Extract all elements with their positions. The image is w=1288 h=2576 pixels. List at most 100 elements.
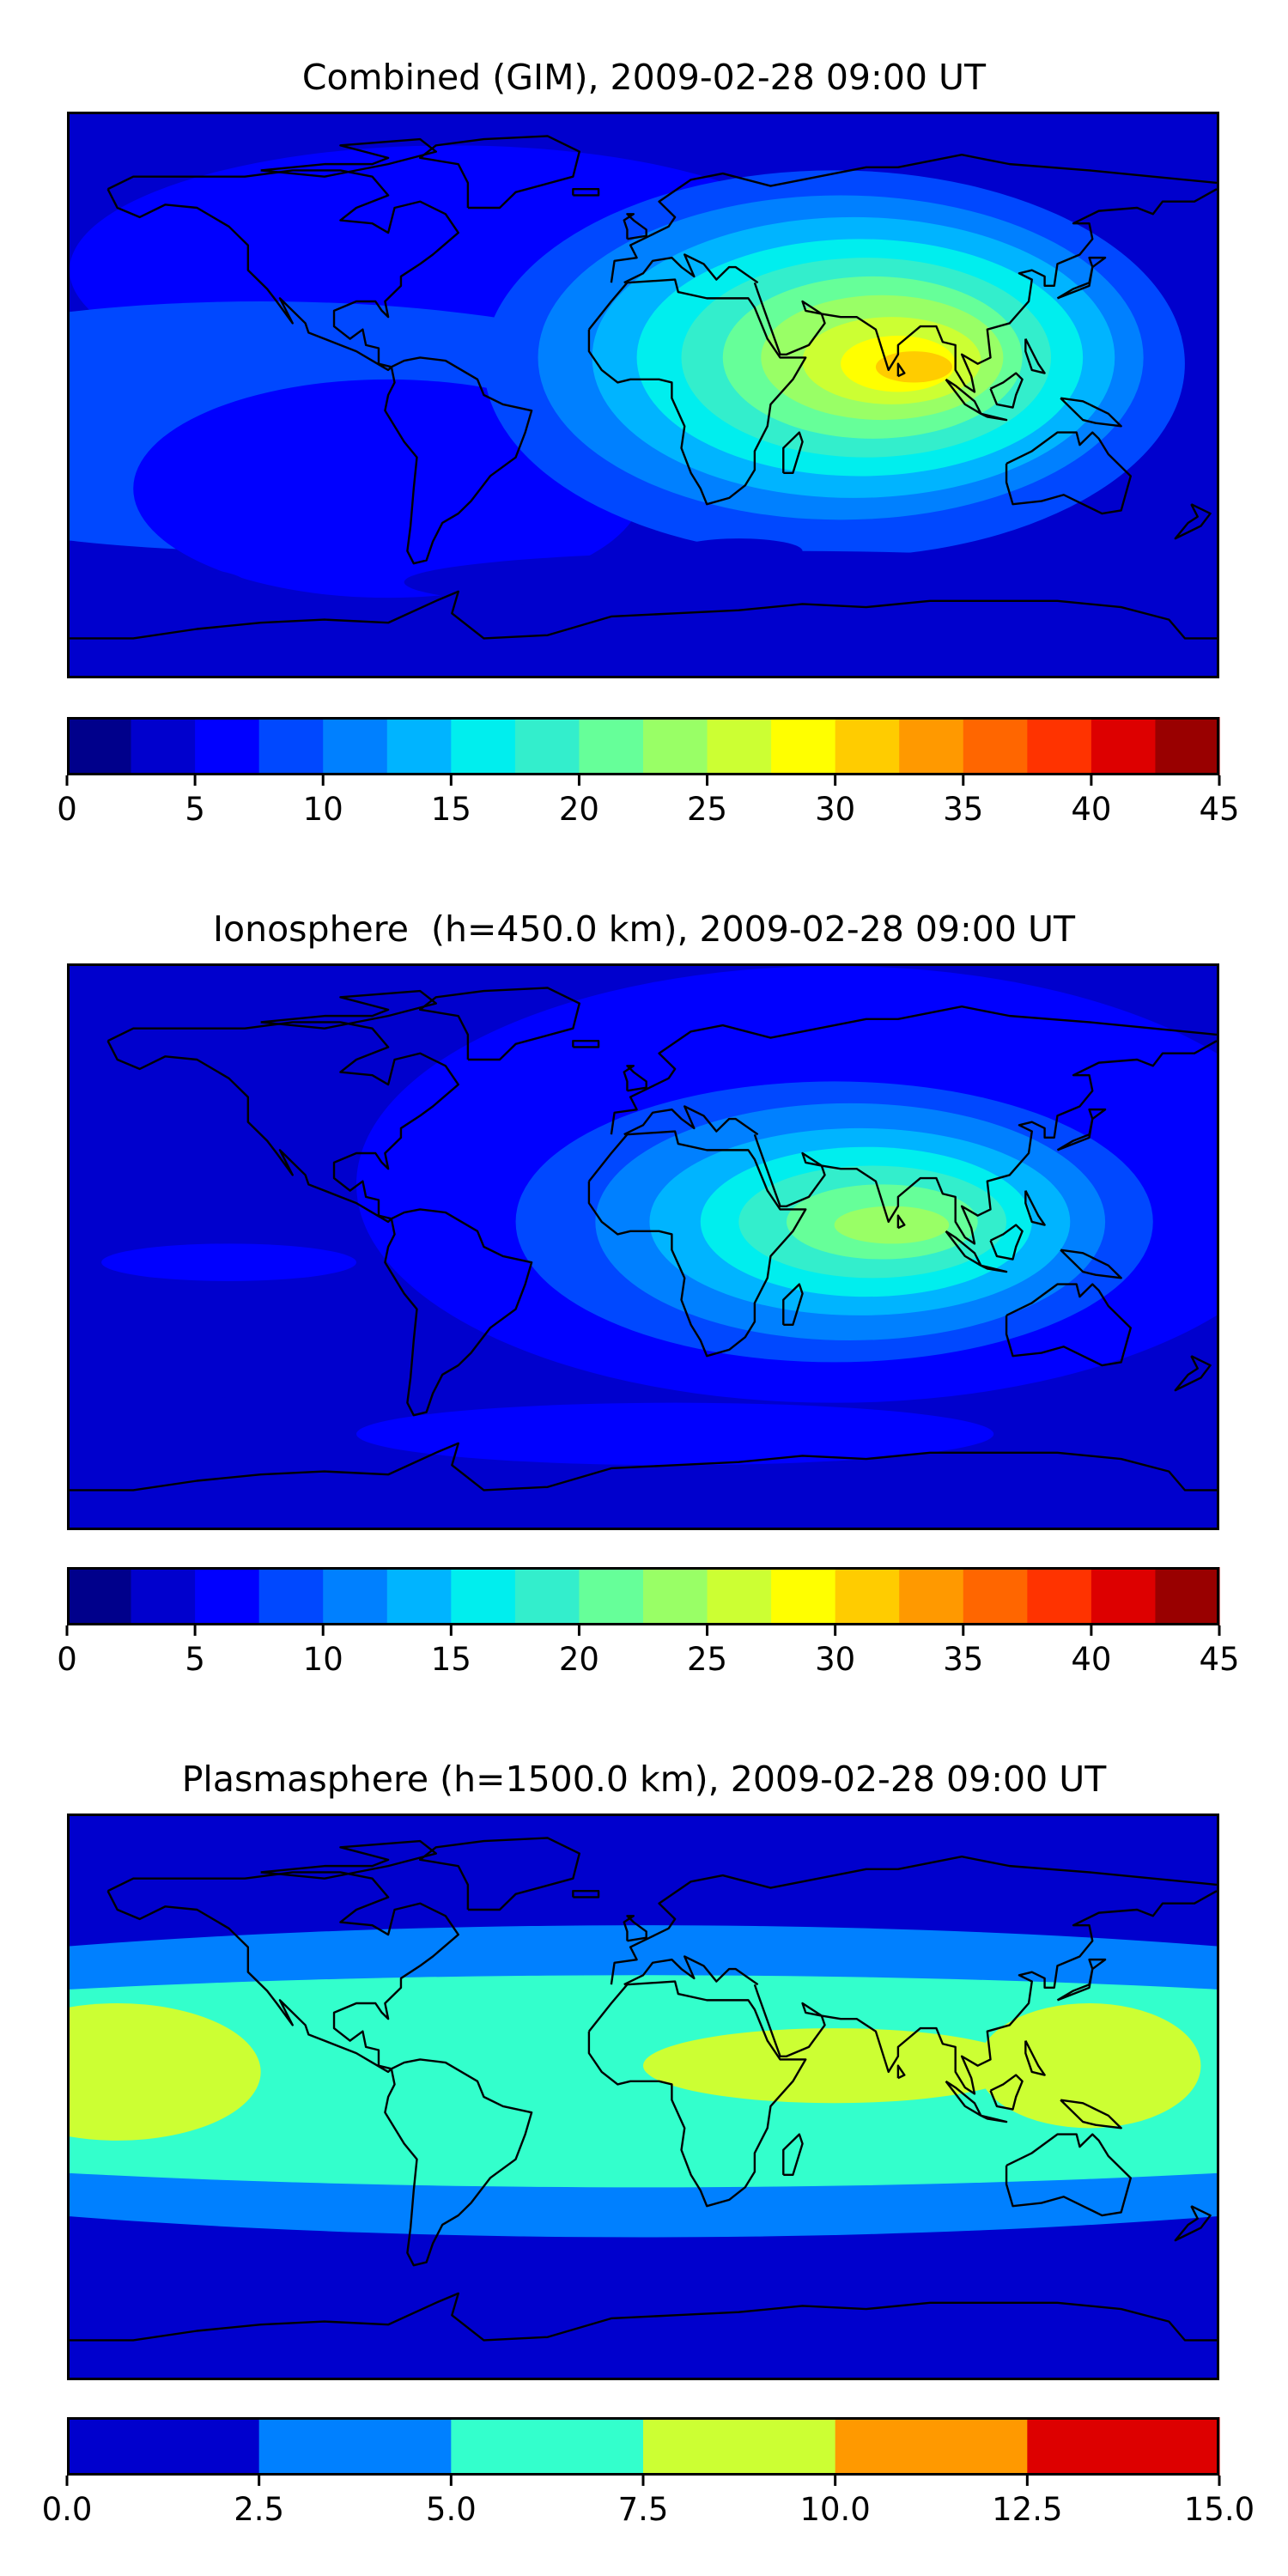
colorbar-segment [451,2417,644,2476]
colorbar-segment [963,717,1028,775]
coastline-new-zealand [1176,504,1211,538]
coastline-new-zealand [1176,1356,1211,1390]
colorbar-tick-label: 45 [1199,1641,1239,1678]
colorbar-tick-label: 0.0 [42,2491,93,2528]
colorbar-tick-label: 25 [687,1641,727,1678]
coastline-arctic-islands [261,139,436,177]
colorbar-tick-label: 35 [943,791,983,828]
colorbar-tick-label: 15 [431,791,471,828]
colorbar-segment [1091,717,1157,775]
colorbar-tick-label: 5 [185,791,205,828]
colorbar-segment [1027,717,1092,775]
coastline-greenland [420,987,580,1060]
coastline-europe-asia [611,155,1217,283]
panel-3-map [67,1814,1219,2380]
colorbar-segment [195,1567,260,1625]
panel-1-colorbar: 0 5 10 15 20 25 30 35 40 45 [57,717,1240,828]
colorbar-tick-label: 12.5 [992,2491,1062,2528]
coastline-sri-lanka [898,1216,904,1229]
coastline-java [981,414,1006,420]
coastline-new-guinea [1060,2100,1121,2129]
colorbar-segment [323,717,388,775]
coastline-sumatra [946,380,981,414]
coastline-south-america [385,357,532,563]
coastline-sumatra [946,2081,981,2116]
coastline-australia [1006,1285,1131,1365]
coastline-japan [1057,1959,1105,2000]
coastline-arctic-islands [261,1841,436,1879]
coastline-java [981,1266,1006,1272]
coastline-borneo [991,374,1023,408]
panel-2-map [67,963,1219,1530]
colorbar-segment [707,1567,772,1625]
colorbar-tick-label: 15 [431,1641,471,1678]
coastline-iceland [573,189,598,195]
contour-region [70,563,246,601]
colorbar-tick-label: 10.0 [799,2491,870,2528]
colorbar-segment [131,1567,196,1625]
contour-region [977,2003,1201,2129]
coastline-antarctica [70,1443,1217,1491]
contour-region [404,550,1170,614]
coastline-iceland [573,1041,598,1047]
colorbar-tick-label: 25 [687,791,727,828]
colorbar-segment [579,717,644,775]
colorbar-tick-label: 45 [1199,791,1239,828]
contour-region [675,538,803,564]
coastline-new-guinea [1060,398,1121,427]
colorbar-segment [67,1567,132,1625]
coastline-uk [624,1916,647,1941]
colorbar-segment [643,1567,708,1625]
colorbar-segment [1027,1567,1092,1625]
coastline-philippines [1025,339,1044,374]
panel-1-map [67,112,1219,678]
colorbar-segment [643,717,708,775]
colorbar-tick-label: 30 [815,1641,855,1678]
coastline-uk [624,214,647,239]
colorbar-tick-label: 15.0 [1184,2491,1255,2528]
colorbar-segment [963,1567,1028,1625]
colorbar-segment [771,717,836,775]
coastline-java [981,2116,1006,2122]
colorbar-segment [579,1567,644,1625]
colorbar-segment [258,2417,452,2476]
coastline-africa [589,1132,805,1357]
coastline-antarctica [70,592,1217,639]
coastline-north-america [108,170,459,370]
colorbar-segment [1091,1567,1157,1625]
coastline-uk [624,1066,647,1091]
coastline-asia-south [755,1891,1217,2093]
coastline-asia-south [755,189,1217,392]
colorbar-segment [131,717,196,775]
colorbar-tick-label: 0 [57,1641,77,1678]
colorbar-tick-label: 10 [303,791,343,828]
panel-3-colorbar: 0.0 2.5 5.0 7.5 10.0 12.5 15.0 [42,2417,1255,2528]
colorbar-segment [835,1567,900,1625]
colorbar-tick-label: 30 [815,791,855,828]
colorbar-border [67,2417,1219,2476]
colorbar-tick-label: 40 [1071,791,1111,828]
colorbar-tick-label: 35 [943,1641,983,1678]
coastline-new-zealand [1176,2206,1211,2240]
coastline-greenland [420,136,580,208]
colorbar-tick-label: 10 [303,1641,343,1678]
colorbar-segment [386,717,452,775]
coastline-australia [1006,2135,1131,2215]
colorbar-tick-label: 7.5 [618,2491,669,2528]
colorbar-segment [451,717,516,775]
contour-region [70,2003,261,2141]
coastline-greenland [420,1838,580,1910]
colorbar-segment [643,2417,836,2476]
contour-region [834,1206,950,1244]
colorbar-segment [67,717,132,775]
colorbar-segment [514,1567,580,1625]
coastline-japan [1057,258,1105,298]
coastline-japan [1057,1109,1105,1150]
panel-2-colorbar: 0 5 10 15 20 25 30 35 40 45 [57,1567,1240,1678]
coastline-north-america [108,1872,459,2072]
coastline-sumatra [946,1231,981,1266]
coastline-australia [1006,433,1131,513]
coastline-madagascar [783,2135,802,2175]
colorbar-segment [1155,717,1220,775]
colorbar-tick-label: 2.5 [234,2491,284,2528]
